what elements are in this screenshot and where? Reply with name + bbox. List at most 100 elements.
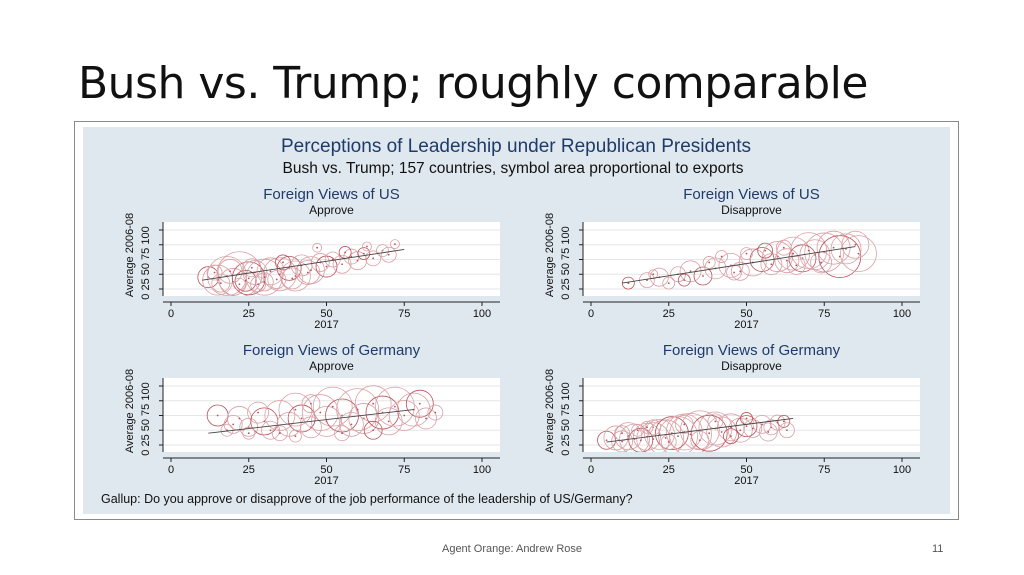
panel-4-bubble bbox=[777, 414, 791, 428]
panel-2-bubble bbox=[774, 248, 800, 274]
panel-1-point bbox=[306, 271, 309, 274]
panel-3-bubble bbox=[301, 394, 321, 414]
panel-2-bubble bbox=[830, 233, 862, 265]
panel-4-point bbox=[730, 435, 732, 438]
panel-3-bubble bbox=[396, 392, 431, 427]
panel-2-bubble bbox=[804, 232, 845, 273]
panel-2-bubble bbox=[679, 260, 702, 283]
panel-3-point bbox=[238, 417, 241, 420]
panel-2-point bbox=[820, 261, 823, 264]
panel-3-point bbox=[278, 432, 281, 435]
panel-3-title: Foreign Views of Germany bbox=[243, 342, 421, 359]
panel-4-bubble bbox=[614, 425, 630, 442]
panel-1-point bbox=[275, 278, 278, 281]
panel-1-xtick-label: 50 bbox=[320, 308, 332, 320]
panel-2-point bbox=[807, 249, 810, 252]
panel-1-point bbox=[291, 277, 294, 280]
panel-2-xtick-label: 75 bbox=[818, 308, 830, 320]
panel-1-point bbox=[372, 257, 375, 260]
panel-3-point bbox=[387, 420, 390, 423]
panel-1-xtick-label: 0 bbox=[168, 308, 174, 320]
panel-4-point bbox=[639, 439, 642, 442]
panel-3-point bbox=[300, 417, 303, 420]
panel-1-point bbox=[387, 253, 390, 256]
panel-3-xtick-label: 25 bbox=[243, 464, 255, 476]
panel-4-bubble bbox=[690, 414, 728, 452]
panel-3-fit-line bbox=[208, 409, 414, 434]
panel-1-point bbox=[238, 283, 241, 286]
panel-4-point bbox=[677, 435, 679, 438]
panel-4-bubble bbox=[690, 430, 710, 450]
panel-3-point bbox=[294, 435, 297, 438]
panel-2-point bbox=[667, 282, 670, 284]
panel-1-bubble bbox=[362, 241, 372, 252]
panel-3-point bbox=[372, 402, 375, 405]
panel-3-point bbox=[418, 402, 421, 405]
panel-1-bubble bbox=[217, 258, 243, 284]
panel-4-xtick-label: 50 bbox=[740, 464, 752, 476]
panel-1-xtick-label: 100 bbox=[473, 308, 491, 320]
panel-2-point bbox=[689, 270, 692, 273]
panel-2-bubble bbox=[726, 264, 742, 281]
panel-1-ytick-labels: 0 25 50 75 100 bbox=[140, 226, 152, 299]
panel-2-ytick-labels: 0 25 50 75 100 bbox=[560, 226, 572, 299]
panel-2-point bbox=[795, 264, 798, 267]
panel-2-bubble bbox=[730, 261, 750, 281]
panel-1-bubble bbox=[295, 260, 321, 285]
panel-1-point bbox=[282, 261, 284, 264]
panel-4-bubble bbox=[631, 423, 645, 437]
panel-1-point bbox=[316, 246, 319, 249]
panel-4-point bbox=[636, 429, 639, 432]
panel-3-bubble bbox=[264, 400, 296, 431]
footer-author: Agent Orange: Andrew Rose bbox=[441, 543, 583, 555]
panel-4-point bbox=[714, 420, 717, 423]
panel-1-bubble bbox=[242, 258, 262, 278]
panel-2-bubble bbox=[677, 273, 691, 287]
panel-4-xlabel: 2017 bbox=[734, 475, 758, 487]
panel-3-bubble bbox=[388, 400, 420, 431]
panel-3-bubble bbox=[405, 389, 434, 418]
panel-1-bubble bbox=[365, 250, 382, 267]
panel-4-point bbox=[652, 438, 655, 440]
panel-4-point bbox=[605, 439, 608, 442]
panel-4-point bbox=[646, 426, 648, 429]
panel-1-bubble bbox=[279, 260, 311, 292]
panel-2-bubble bbox=[718, 252, 744, 278]
panel-2-title: Foreign Views of US bbox=[683, 186, 819, 203]
panel-4-subtitle: Disapprove bbox=[721, 359, 782, 373]
panel-4-point bbox=[730, 426, 732, 429]
panel-3-xlabel: 2017 bbox=[314, 475, 338, 487]
panel-1-bubble bbox=[312, 242, 323, 253]
panel-1-point bbox=[344, 251, 347, 254]
panel-2-point bbox=[683, 279, 686, 282]
panel-4-point bbox=[786, 429, 788, 432]
panel-4-point bbox=[708, 432, 711, 435]
panel-2-bubble bbox=[786, 255, 806, 275]
panel-4-title: Foreign Views of Germany bbox=[663, 342, 841, 359]
panel-2-bubble bbox=[841, 230, 870, 259]
panel-2-point bbox=[652, 273, 655, 276]
panel-1-bubble bbox=[315, 255, 338, 278]
panel-2-bubble bbox=[662, 276, 676, 290]
panel-1-xtick-label: 75 bbox=[398, 308, 410, 320]
panel-4-bubble bbox=[707, 413, 724, 430]
panel-4-point bbox=[745, 425, 748, 428]
panel-3-bubble bbox=[312, 386, 353, 427]
panel-1-bubble bbox=[281, 267, 304, 290]
panel-1-point bbox=[213, 271, 216, 274]
panel-4-bubbles bbox=[597, 410, 795, 452]
panel-1-bubble bbox=[380, 246, 397, 263]
panel-1-bubble bbox=[242, 260, 268, 285]
panel-4-bubble bbox=[752, 414, 772, 434]
panel-3-point bbox=[331, 405, 334, 408]
panel-2-ylabel: Average 2006-08 bbox=[544, 213, 556, 297]
panel-3-bubble bbox=[334, 425, 350, 442]
panel-4-point bbox=[767, 431, 770, 433]
panel-4-fit-line bbox=[606, 418, 794, 443]
panel-2-bubble bbox=[840, 235, 877, 273]
panel-4-point bbox=[751, 427, 754, 430]
panel-3-bubble bbox=[242, 426, 256, 440]
page-number: 11 bbox=[932, 543, 944, 555]
panel-1-bubble bbox=[275, 254, 291, 271]
panel-2-fit-line bbox=[622, 246, 856, 284]
